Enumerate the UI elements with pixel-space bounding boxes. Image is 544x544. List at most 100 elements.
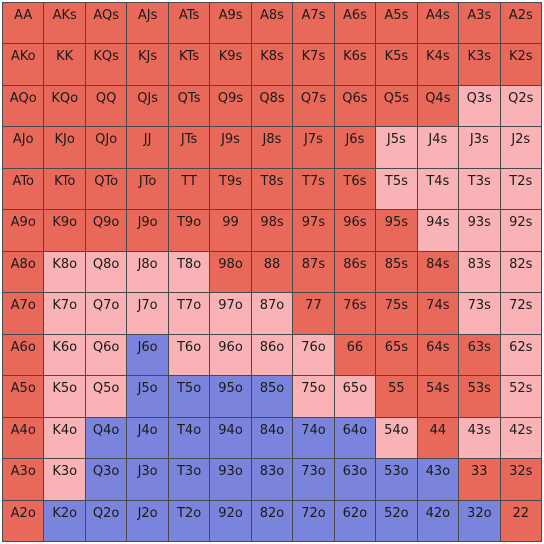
hand-cell[interactable]: 63o: [334, 459, 377, 501]
hand-cell[interactable]: QJo: [85, 127, 128, 169]
hand-cell[interactable]: A6o: [3, 334, 45, 377]
hand-cell[interactable]: T7s: [293, 168, 335, 211]
hand-cell[interactable]: A4o: [3, 417, 45, 460]
hand-cell[interactable]: Q6o: [85, 334, 128, 377]
hand-cell[interactable]: 96s: [334, 210, 377, 252]
hand-cell[interactable]: 54s: [417, 376, 460, 418]
hand-cell[interactable]: A3o: [3, 459, 45, 501]
hand-cell[interactable]: 86o: [251, 334, 294, 377]
hand-cell[interactable]: A7o: [3, 293, 45, 335]
hand-cell[interactable]: 66: [334, 334, 377, 377]
hand-cell[interactable]: J8o: [127, 251, 169, 294]
hand-cell[interactable]: 97o: [210, 293, 252, 335]
hand-cell[interactable]: J6s: [334, 127, 377, 169]
hand-cell[interactable]: Q9o: [85, 210, 128, 252]
hand-cell[interactable]: 83s: [459, 251, 501, 294]
hand-cell[interactable]: T3s: [459, 168, 501, 211]
hand-cell[interactable]: J6o: [127, 334, 169, 377]
hand-cell[interactable]: 33: [459, 459, 501, 501]
hand-cell[interactable]: 77: [293, 293, 335, 335]
hand-cell[interactable]: 42s: [500, 417, 542, 460]
hand-cell[interactable]: 84s: [417, 251, 460, 294]
hand-cell[interactable]: 98o: [210, 251, 252, 294]
hand-cell[interactable]: 53s: [459, 376, 501, 418]
hand-cell[interactable]: K6s: [334, 44, 377, 86]
hand-cell[interactable]: 73o: [293, 459, 335, 501]
hand-cell[interactable]: J4o: [127, 417, 169, 460]
hand-cell[interactable]: KTo: [44, 168, 86, 211]
hand-cell[interactable]: 85o: [251, 376, 294, 418]
hand-cell[interactable]: 87s: [293, 251, 335, 294]
hand-cell[interactable]: A9o: [3, 210, 45, 252]
hand-cell[interactable]: 76s: [334, 293, 377, 335]
hand-cell[interactable]: 55: [376, 376, 418, 418]
hand-cell[interactable]: A7s: [293, 3, 335, 45]
hand-cell[interactable]: 73s: [459, 293, 501, 335]
hand-cell[interactable]: K9s: [210, 44, 252, 86]
hand-cell[interactable]: A4s: [417, 3, 460, 45]
hand-cell[interactable]: KQs: [85, 44, 128, 86]
hand-cell[interactable]: 88: [251, 251, 294, 294]
hand-cell[interactable]: J4s: [417, 127, 460, 169]
hand-cell[interactable]: AJo: [3, 127, 45, 169]
hand-cell[interactable]: 96o: [210, 334, 252, 377]
hand-cell[interactable]: 95s: [376, 210, 418, 252]
hand-cell[interactable]: 64o: [334, 417, 377, 460]
hand-cell[interactable]: Q2s: [500, 85, 542, 128]
hand-cell[interactable]: 92s: [500, 210, 542, 252]
hand-cell[interactable]: KK: [44, 44, 86, 86]
hand-cell[interactable]: 83o: [251, 459, 294, 501]
hand-cell[interactable]: Q8s: [251, 85, 294, 128]
hand-cell[interactable]: 62o: [334, 500, 377, 542]
hand-cell[interactable]: 92o: [210, 500, 252, 542]
hand-cell[interactable]: 22: [500, 500, 542, 542]
hand-cell[interactable]: 87o: [251, 293, 294, 335]
hand-cell[interactable]: Q3s: [459, 85, 501, 128]
hand-cell[interactable]: J3s: [459, 127, 501, 169]
hand-cell[interactable]: 95o: [210, 376, 252, 418]
hand-cell[interactable]: J7s: [293, 127, 335, 169]
hand-cell[interactable]: T9s: [210, 168, 252, 211]
hand-cell[interactable]: Q5o: [85, 376, 128, 418]
hand-cell[interactable]: 52s: [500, 376, 542, 418]
hand-cell[interactable]: 74s: [417, 293, 460, 335]
hand-cell[interactable]: Q6s: [334, 85, 377, 128]
hand-cell[interactable]: T2s: [500, 168, 542, 211]
hand-cell[interactable]: K7o: [44, 293, 86, 335]
hand-cell[interactable]: 94o: [210, 417, 252, 460]
hand-cell[interactable]: K8s: [251, 44, 294, 86]
hand-cell[interactable]: 42o: [417, 500, 460, 542]
hand-cell[interactable]: 72s: [500, 293, 542, 335]
hand-cell[interactable]: K9o: [44, 210, 86, 252]
hand-cell[interactable]: 85s: [376, 251, 418, 294]
hand-cell[interactable]: TT: [168, 168, 211, 211]
hand-cell[interactable]: J3o: [127, 459, 169, 501]
hand-cell[interactable]: 82s: [500, 251, 542, 294]
hand-cell[interactable]: AQs: [85, 3, 128, 45]
hand-cell[interactable]: K4s: [417, 44, 460, 86]
hand-cell[interactable]: T4s: [417, 168, 460, 211]
hand-cell[interactable]: 44: [417, 417, 460, 460]
hand-cell[interactable]: 63s: [459, 334, 501, 377]
hand-cell[interactable]: T7o: [168, 293, 211, 335]
hand-cell[interactable]: 32o: [459, 500, 501, 542]
hand-cell[interactable]: 93o: [210, 459, 252, 501]
hand-cell[interactable]: K2s: [500, 44, 542, 86]
hand-cell[interactable]: T5o: [168, 376, 211, 418]
hand-cell[interactable]: QQ: [85, 85, 128, 128]
hand-cell[interactable]: K2o: [44, 500, 86, 542]
hand-cell[interactable]: A5o: [3, 376, 45, 418]
hand-cell[interactable]: K3s: [459, 44, 501, 86]
hand-cell[interactable]: KJs: [127, 44, 169, 86]
hand-cell[interactable]: AQo: [3, 85, 45, 128]
hand-cell[interactable]: AA: [3, 3, 45, 45]
hand-cell[interactable]: JTo: [127, 168, 169, 211]
hand-cell[interactable]: K6o: [44, 334, 86, 377]
hand-cell[interactable]: 75o: [293, 376, 335, 418]
hand-cell[interactable]: AJs: [127, 3, 169, 45]
hand-cell[interactable]: 65o: [334, 376, 377, 418]
hand-cell[interactable]: T6s: [334, 168, 377, 211]
hand-cell[interactable]: Q8o: [85, 251, 128, 294]
hand-cell[interactable]: 54o: [376, 417, 418, 460]
hand-cell[interactable]: Q4s: [417, 85, 460, 128]
